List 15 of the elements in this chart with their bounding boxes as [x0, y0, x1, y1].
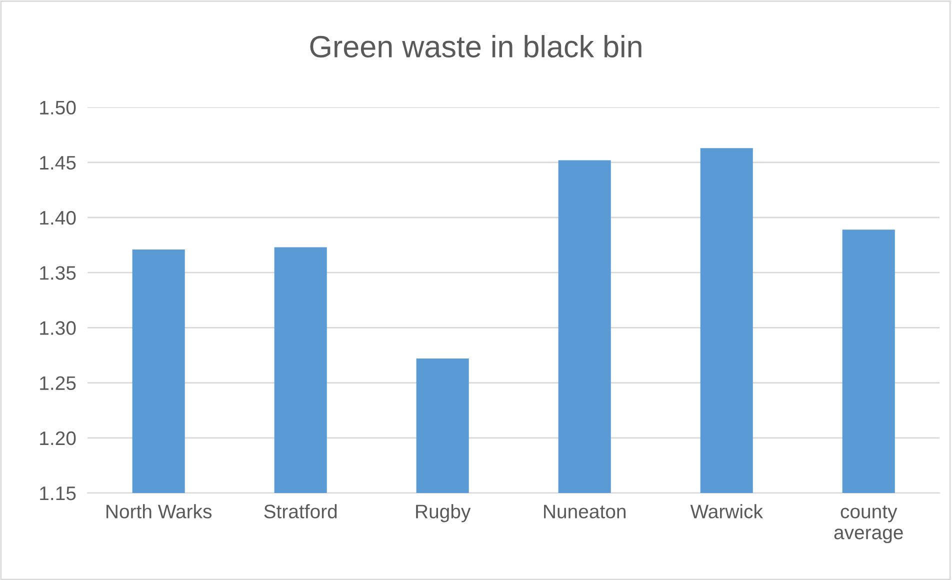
y-tick-label: 1.30 — [40, 321, 76, 335]
y-tick-label: 1.45 — [40, 156, 76, 170]
x-tick-label: Warwick — [690, 504, 763, 518]
x-tick-label: county average — [834, 506, 903, 544]
x-tick-label: Nuneaton — [544, 504, 626, 518]
chart-title: Green waste in black bin — [310, 35, 642, 58]
y-tick-label: 1.15 — [40, 486, 76, 500]
y-tick-label: 1.25 — [40, 376, 76, 390]
y-tick-label: 1.50 — [40, 100, 76, 115]
y-tick-label: 1.20 — [40, 431, 76, 446]
y-tick-label: 1.40 — [40, 210, 76, 225]
x-tick-label: Rugby — [416, 504, 471, 522]
y-tick-label: 1.35 — [40, 266, 76, 280]
x-tick-label: North Warks — [106, 504, 212, 518]
x-tick-label: Stratford — [264, 504, 337, 518]
